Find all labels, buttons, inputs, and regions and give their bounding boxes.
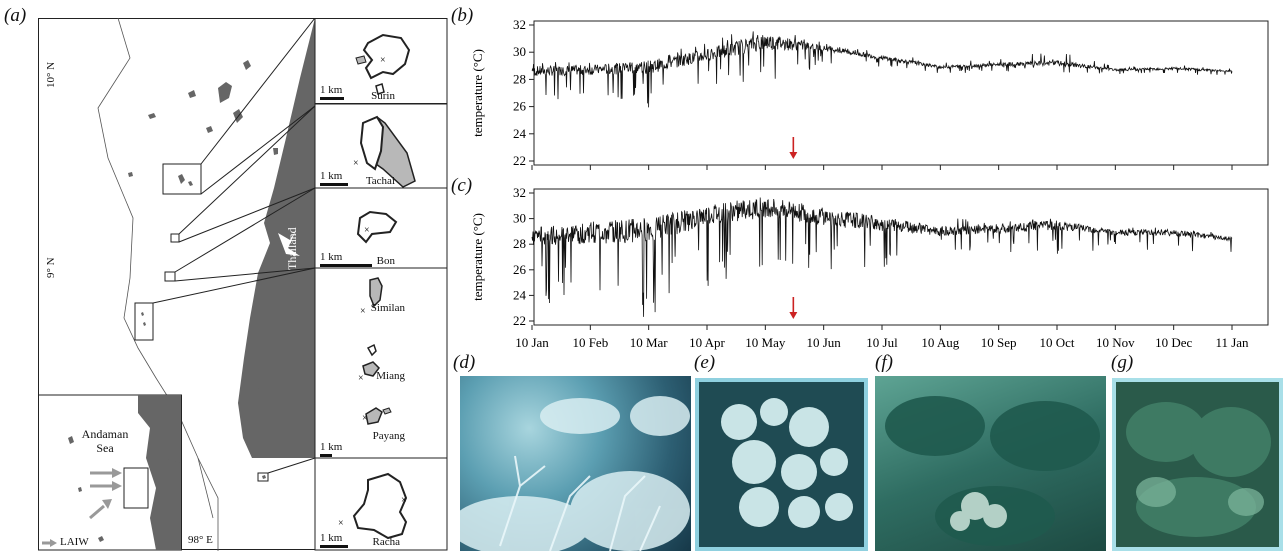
scale-label-payang: 1 km: [320, 441, 343, 453]
island-label-miang: Miang: [376, 370, 405, 382]
island-label-payang: Payang: [372, 430, 405, 442]
lat-10-label: 10° N: [45, 61, 57, 88]
y-tick-label: 30: [513, 211, 526, 226]
coral-photo-e: [695, 378, 868, 551]
svg-text:×: ×: [353, 158, 359, 169]
y-tick-label: 30: [513, 44, 526, 59]
svg-text:×: ×: [360, 306, 366, 317]
x-tick-label: 10 Dec: [1155, 335, 1192, 350]
sea-label: Andaman Sea: [81, 427, 129, 455]
study-area-map: × × × × × × × ×: [38, 18, 448, 551]
svg-text:×: ×: [380, 55, 386, 66]
plot-frame: [533, 20, 1269, 166]
y-tick-label: 28: [513, 71, 526, 86]
x-tick-label: 10 Aug: [921, 335, 959, 350]
panel-label-e: (e): [694, 352, 716, 373]
event-arrow: [789, 137, 798, 159]
y-tick-label: 28: [513, 236, 526, 251]
y-tick-label: 26: [513, 99, 527, 114]
panel-label-c: (c): [451, 175, 473, 196]
y-tick-label: 22: [513, 313, 526, 328]
temperature-chart-b: 22 24 26 28 30 32 temperature (°C): [470, 17, 1269, 170]
island-label-tachai: Tachai: [365, 175, 395, 187]
lon-98-label: 98° E: [188, 534, 213, 546]
x-tick-label: 11 Jan: [1215, 335, 1249, 350]
y-tick-label: 24: [513, 287, 527, 302]
x-tick-label: 10 Apr: [689, 335, 725, 350]
island-label-surin: Surin: [371, 90, 395, 102]
country-label: Thailand: [285, 227, 299, 270]
laiw-label: LAIW: [60, 536, 89, 548]
panel-label-a: (a): [4, 5, 27, 26]
lat-9-label: 9° N: [45, 257, 57, 278]
panel-label-d: (d): [453, 352, 476, 373]
y-tick-label: 32: [513, 185, 526, 200]
temperature-series: [531, 197, 1233, 317]
panel-label-b: (b): [451, 5, 474, 26]
plot-frame: [533, 188, 1269, 326]
svg-text:×: ×: [338, 518, 344, 529]
scale-label-tachai: 1 km: [320, 170, 343, 182]
svg-text:×: ×: [358, 373, 364, 384]
y-tick-label: 32: [513, 17, 526, 32]
coral-photo-d: [460, 376, 691, 551]
scale-label-bon: 1 km: [320, 251, 343, 263]
temperature-chart-c: 22 24 26 28 30 32 temperature (°C) 10 Jan 10 Feb…: [470, 185, 1269, 350]
y-tick-label: 26: [513, 262, 527, 277]
svg-text:×: ×: [362, 413, 368, 424]
x-tick-label: 10 Oct: [1039, 335, 1074, 350]
svg-text:×: ×: [364, 225, 370, 236]
island-label-bon: Bon: [376, 255, 395, 267]
island-label-racha: Racha: [372, 536, 400, 548]
y-tick-label: 24: [513, 126, 527, 141]
x-tick-label: 10 Nov: [1096, 335, 1135, 350]
panel-label-g: (g): [1111, 352, 1134, 373]
x-tick-label: 10 Mar: [630, 335, 669, 350]
x-tick-label: 10 Jul: [866, 335, 898, 350]
x-tick-label: 10 Jun: [807, 335, 842, 350]
x-tick-label: 10 Feb: [572, 335, 608, 350]
event-arrow: [789, 297, 798, 319]
x-tick-label: 10 Sep: [981, 335, 1017, 350]
x-tick-label: 10 May: [745, 335, 786, 350]
y-axis-label: temperature (°C): [470, 213, 485, 301]
scale-label-surin: 1 km: [320, 84, 343, 96]
island-label-similan: Similan: [370, 302, 405, 314]
svg-text:×: ×: [401, 495, 407, 506]
scale-label-racha: 1 km: [320, 532, 343, 544]
y-axis-label: temperature (°C): [470, 49, 485, 137]
temperature-series: [531, 31, 1233, 108]
x-tick-label: 10 Jan: [515, 335, 549, 350]
coral-photo-g: [1112, 378, 1283, 551]
coral-photo-f: [875, 376, 1106, 551]
panel-label-f: (f): [875, 352, 893, 373]
y-tick-label: 22: [513, 153, 526, 168]
